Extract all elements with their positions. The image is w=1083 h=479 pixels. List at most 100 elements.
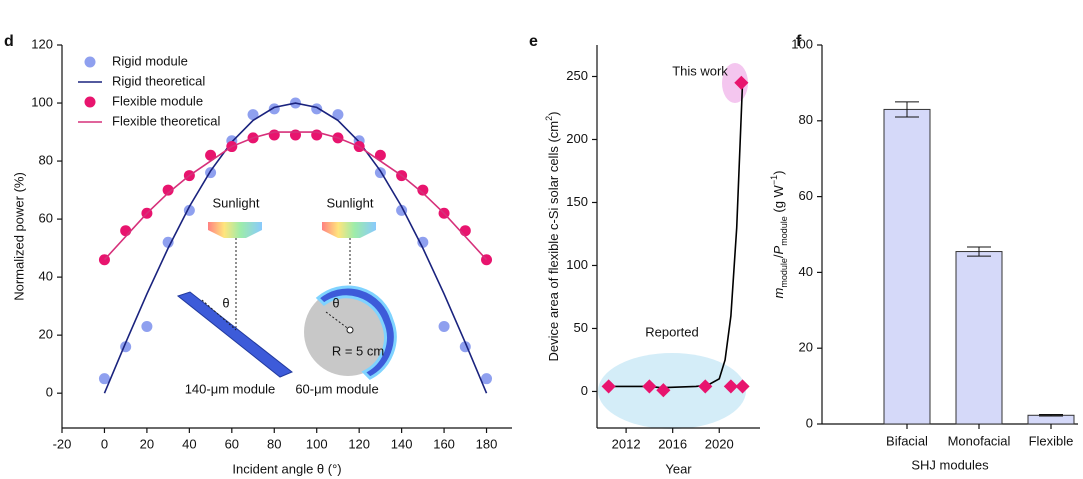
y-axis-label-part: m (771, 287, 786, 298)
annotation: Reported (645, 324, 698, 339)
x-tick-label: -20 (53, 436, 72, 451)
y-axis-label-part: −1 (769, 175, 779, 185)
annotation: θ (332, 295, 339, 310)
annotation: Sunlight (213, 195, 260, 210)
x-tick-label: 180 (476, 436, 498, 451)
y-axis-label-part: / (771, 254, 786, 258)
annotation: This work (672, 63, 728, 78)
y-tick-label: 80 (799, 112, 813, 127)
x-tick-label: 2016 (658, 436, 687, 451)
x-tick-label: Monofacial (948, 433, 1011, 448)
panel-label: f (796, 33, 802, 50)
panel-label: d (4, 33, 14, 50)
y-axis-label-part: (g W (771, 184, 786, 216)
marker (247, 109, 259, 121)
diamond-marker (656, 383, 671, 398)
marker (98, 373, 110, 385)
y-tick-label: 50 (574, 320, 588, 335)
diamond-marker (601, 379, 616, 394)
legend-swatch (84, 56, 96, 68)
y-axis-label: mmodule/Pmodule (g W−1) (769, 171, 789, 299)
y-axis-label-part: P (771, 245, 786, 254)
x-tick-label: 80 (267, 436, 281, 451)
legend-swatch (84, 96, 96, 108)
legend-label: Rigid theoretical (112, 73, 205, 88)
error-bar (967, 246, 991, 257)
legend-label: Flexible module (112, 93, 203, 108)
bar (1027, 414, 1075, 425)
x-tick-label: 160 (433, 436, 455, 451)
y-axis-label-part: 2 (544, 116, 554, 121)
x-tick-label: Flexible (1029, 433, 1074, 448)
x-tick-label: 20 (140, 436, 154, 451)
marker (417, 184, 429, 196)
marker (311, 129, 323, 141)
y-tick-label: 120 (31, 36, 53, 51)
highlight (598, 353, 746, 429)
x-tick-label: 120 (348, 436, 370, 451)
annotation: θ (222, 295, 229, 310)
legend-label: Rigid module (112, 53, 188, 68)
x-tick-label: 2020 (705, 436, 734, 451)
x-tick-label: 2012 (612, 436, 641, 451)
y-tick-label: 150 (566, 194, 588, 209)
marker (289, 129, 301, 141)
y-tick-label: 0 (806, 415, 813, 430)
y-axis-label-part: ) (546, 112, 561, 116)
x-tick-label: Bifacial (886, 433, 928, 448)
y-tick-label: 20 (39, 327, 53, 342)
y-tick-label: 0 (581, 383, 588, 398)
y-axis-label: Device area of flexible c-Si solar cells… (544, 112, 561, 362)
annotation: Sunlight (327, 195, 374, 210)
annotation: 60-μm module (295, 381, 378, 396)
panel-label: e (529, 33, 538, 50)
error-bar (1039, 414, 1063, 417)
marker (459, 225, 471, 237)
diamond-marker (698, 379, 713, 394)
line (608, 82, 744, 389)
y-tick-label: 40 (39, 269, 53, 284)
marker (332, 109, 344, 121)
marker (481, 373, 493, 385)
y-tick-label: 80 (39, 152, 53, 167)
x-tick-label: 0 (101, 436, 108, 451)
marker (120, 225, 132, 237)
y-tick-label: 100 (31, 94, 53, 109)
legend-label: Flexible theoretical (112, 113, 220, 128)
x-axis-label: Incident angle θ (°) (232, 461, 341, 476)
marker (268, 129, 280, 141)
diamond-marker (642, 379, 657, 394)
marker (162, 184, 174, 196)
x-axis-label: SHJ modules (911, 457, 989, 472)
marker (162, 236, 174, 248)
y-tick-label: 200 (566, 131, 588, 146)
line (103, 131, 488, 261)
y-tick-label: 100 (791, 36, 813, 51)
y-axis-label-part: module (779, 258, 789, 288)
y-tick-label: 100 (566, 257, 588, 272)
x-tick-label: 140 (391, 436, 413, 451)
y-tick-label: 60 (799, 188, 813, 203)
y-tick-label: 20 (799, 340, 813, 355)
y-axis-label-part: module (779, 216, 789, 246)
marker (205, 149, 217, 161)
x-tick-label: 60 (225, 436, 239, 451)
marker (374, 149, 386, 161)
error-bar (895, 101, 919, 118)
inset (176, 222, 397, 380)
y-tick-label: 60 (39, 211, 53, 226)
y-axis-label-part: Device area of flexible c-Si solar cells… (546, 121, 561, 362)
annotation: 140-μm module (185, 381, 276, 396)
bar (883, 108, 931, 425)
marker (417, 236, 429, 248)
x-tick-label: 100 (306, 436, 328, 451)
annotation: R = 5 cm (332, 343, 384, 358)
bar (955, 251, 1003, 425)
diamond-marker (723, 379, 738, 394)
marker (141, 320, 153, 332)
y-tick-label: 0 (46, 385, 53, 400)
line (103, 102, 488, 394)
x-tick-label: 40 (182, 436, 196, 451)
y-axis-label: Normalized power (%) (11, 172, 26, 301)
